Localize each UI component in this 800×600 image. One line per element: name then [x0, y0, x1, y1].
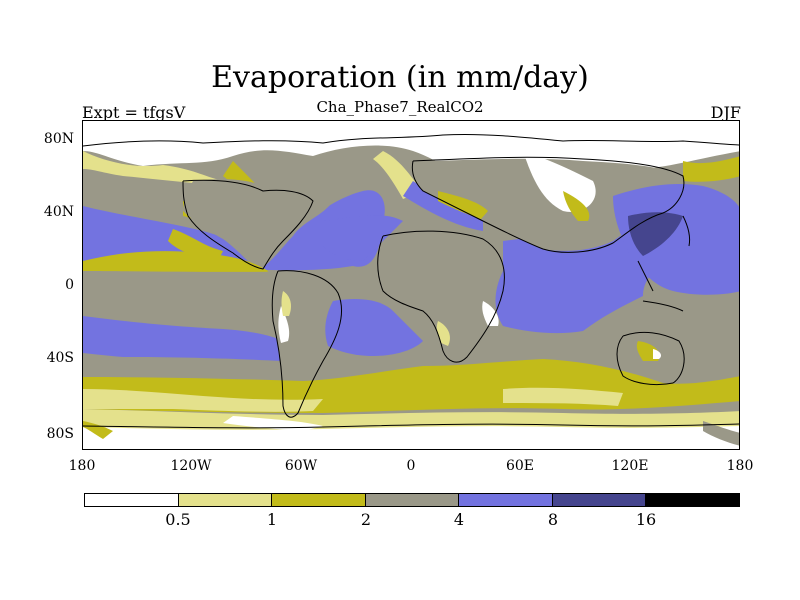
colorbar-label: 1 [266, 510, 278, 529]
x-tick-label: 180 [726, 458, 754, 474]
season-label: DJF [710, 103, 741, 122]
y-tick-label: 0 [65, 277, 74, 293]
north-america-land [183, 179, 333, 271]
colorbar-segment [552, 494, 647, 506]
africa-land [378, 232, 505, 362]
colorbar-label: 0.5 [165, 510, 191, 529]
x-tick-label: 0 [406, 458, 416, 474]
colorbar [84, 493, 740, 507]
evaporation-map [83, 121, 739, 449]
colorbar-segment [365, 494, 460, 506]
experiment-label: Expt = tfgsV [82, 103, 186, 122]
colorbar-label: 2 [360, 510, 372, 529]
x-tick-label: 180 [68, 458, 96, 474]
colorbar-label: 4 [453, 510, 465, 529]
y-tick-label: 80N [43, 131, 74, 147]
y-tick-label: 40S [46, 350, 74, 366]
colorbar-segment [459, 494, 553, 506]
x-tick-label: 60E [505, 458, 535, 474]
x-tick-label: 60W [284, 458, 318, 474]
y-tick-label: 40N [43, 204, 74, 220]
colorbar-segment [646, 494, 740, 506]
map-panel [82, 120, 740, 450]
y-tick-label: 80S [46, 426, 74, 442]
colorbar-segment [178, 494, 273, 506]
colorbar-label: 8 [547, 510, 559, 529]
x-tick-label: 120W [170, 458, 212, 474]
x-tick-label: 120E [611, 458, 649, 474]
plot-subtitle: Cha_Phase7_RealCO2 [316, 98, 484, 116]
colorbar-segment [85, 494, 179, 506]
eurasia-land [412, 158, 685, 251]
colorbar-label: 16 [635, 510, 657, 529]
colorbar-segment [272, 494, 366, 506]
coastlines [83, 133, 739, 429]
plot-title: Evaporation (in mm/day) [211, 60, 589, 95]
